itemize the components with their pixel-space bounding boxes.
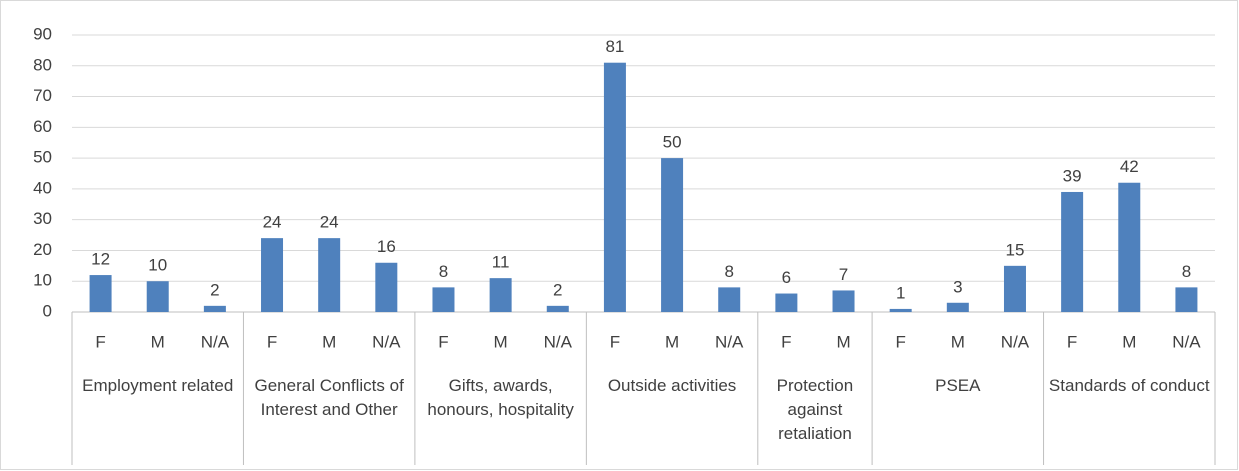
x-tick-label: F [267,332,277,351]
bar [203,305,226,312]
bar [603,62,626,313]
x-tick-label: N/A [715,332,744,351]
x-tick-label: M [151,332,165,351]
group-label: General Conflicts of Interest and Other [254,376,404,419]
y-tick-label: 40 [33,178,52,197]
value-label: 50 [663,133,682,152]
bar [146,281,169,312]
bar [375,262,398,312]
x-tick-label: M [665,332,679,351]
bar [318,238,341,312]
x-tick-label: N/A [1001,332,1030,351]
x-tick-label: N/A [1172,332,1201,351]
value-label: 2 [553,280,562,299]
bar [661,158,684,312]
value-label: 7 [839,265,848,284]
x-tick-label: M [951,332,965,351]
value-label: 6 [782,268,791,287]
x-tick-label: F [895,332,905,351]
x-tick-label: M [836,332,850,351]
y-tick-label: 20 [33,240,52,259]
bar [1175,287,1198,312]
value-label: 8 [724,262,733,281]
x-tick-label: F [95,332,105,351]
bar [832,290,855,312]
value-label: 39 [1063,166,1082,185]
x-tick-label: F [610,332,620,351]
bar [889,308,912,312]
group-label: Protection against retaliation [776,376,854,443]
bar [946,302,969,312]
x-tick-label: M [494,332,508,351]
bar [432,287,455,312]
value-label: 3 [953,277,962,296]
value-label: 10 [148,256,167,275]
bar [261,238,284,312]
x-tick-label: N/A [372,332,401,351]
x-tick-label: M [322,332,336,351]
value-label: 1 [896,283,905,302]
value-label: 42 [1120,157,1139,176]
bar [89,275,112,312]
value-label: 8 [1182,262,1191,281]
group-label: PSEA [935,376,981,395]
value-label: 12 [91,250,110,269]
y-tick-label: 70 [33,86,52,105]
y-tick-label: 0 [43,301,52,320]
y-tick-label: 10 [33,271,52,290]
y-tick-label: 50 [33,148,52,167]
group-label: Standards of conduct [1048,376,1210,395]
group-label: Gifts, awards, honours, hospitality [427,376,574,419]
value-label: 24 [263,213,282,232]
bar [1003,265,1026,312]
x-tick-label: F [438,332,448,351]
value-label: 16 [377,237,396,256]
value-label: 11 [492,253,510,272]
x-tick-label: N/A [201,332,230,351]
x-tick-label: N/A [544,332,573,351]
x-tick-label: F [781,332,791,351]
bar [1118,182,1141,312]
x-tick-label: M [1122,332,1136,351]
bar [718,287,741,312]
value-label: 81 [605,37,624,56]
x-tick-label: F [1067,332,1077,351]
group-label: Employment related [82,376,234,395]
group-label: Outside activities [607,376,737,395]
value-label: 15 [1006,240,1025,259]
y-tick-label: 60 [33,117,52,136]
bar [1061,191,1084,312]
bar [489,278,512,312]
y-tick-label: 30 [33,209,52,228]
y-tick-label: 80 [33,55,52,74]
value-label: 8 [439,262,448,281]
y-tick-label: 90 [33,24,52,43]
value-label: 2 [210,280,219,299]
bar [775,293,798,312]
value-label: 24 [320,213,339,232]
bar [546,305,569,312]
